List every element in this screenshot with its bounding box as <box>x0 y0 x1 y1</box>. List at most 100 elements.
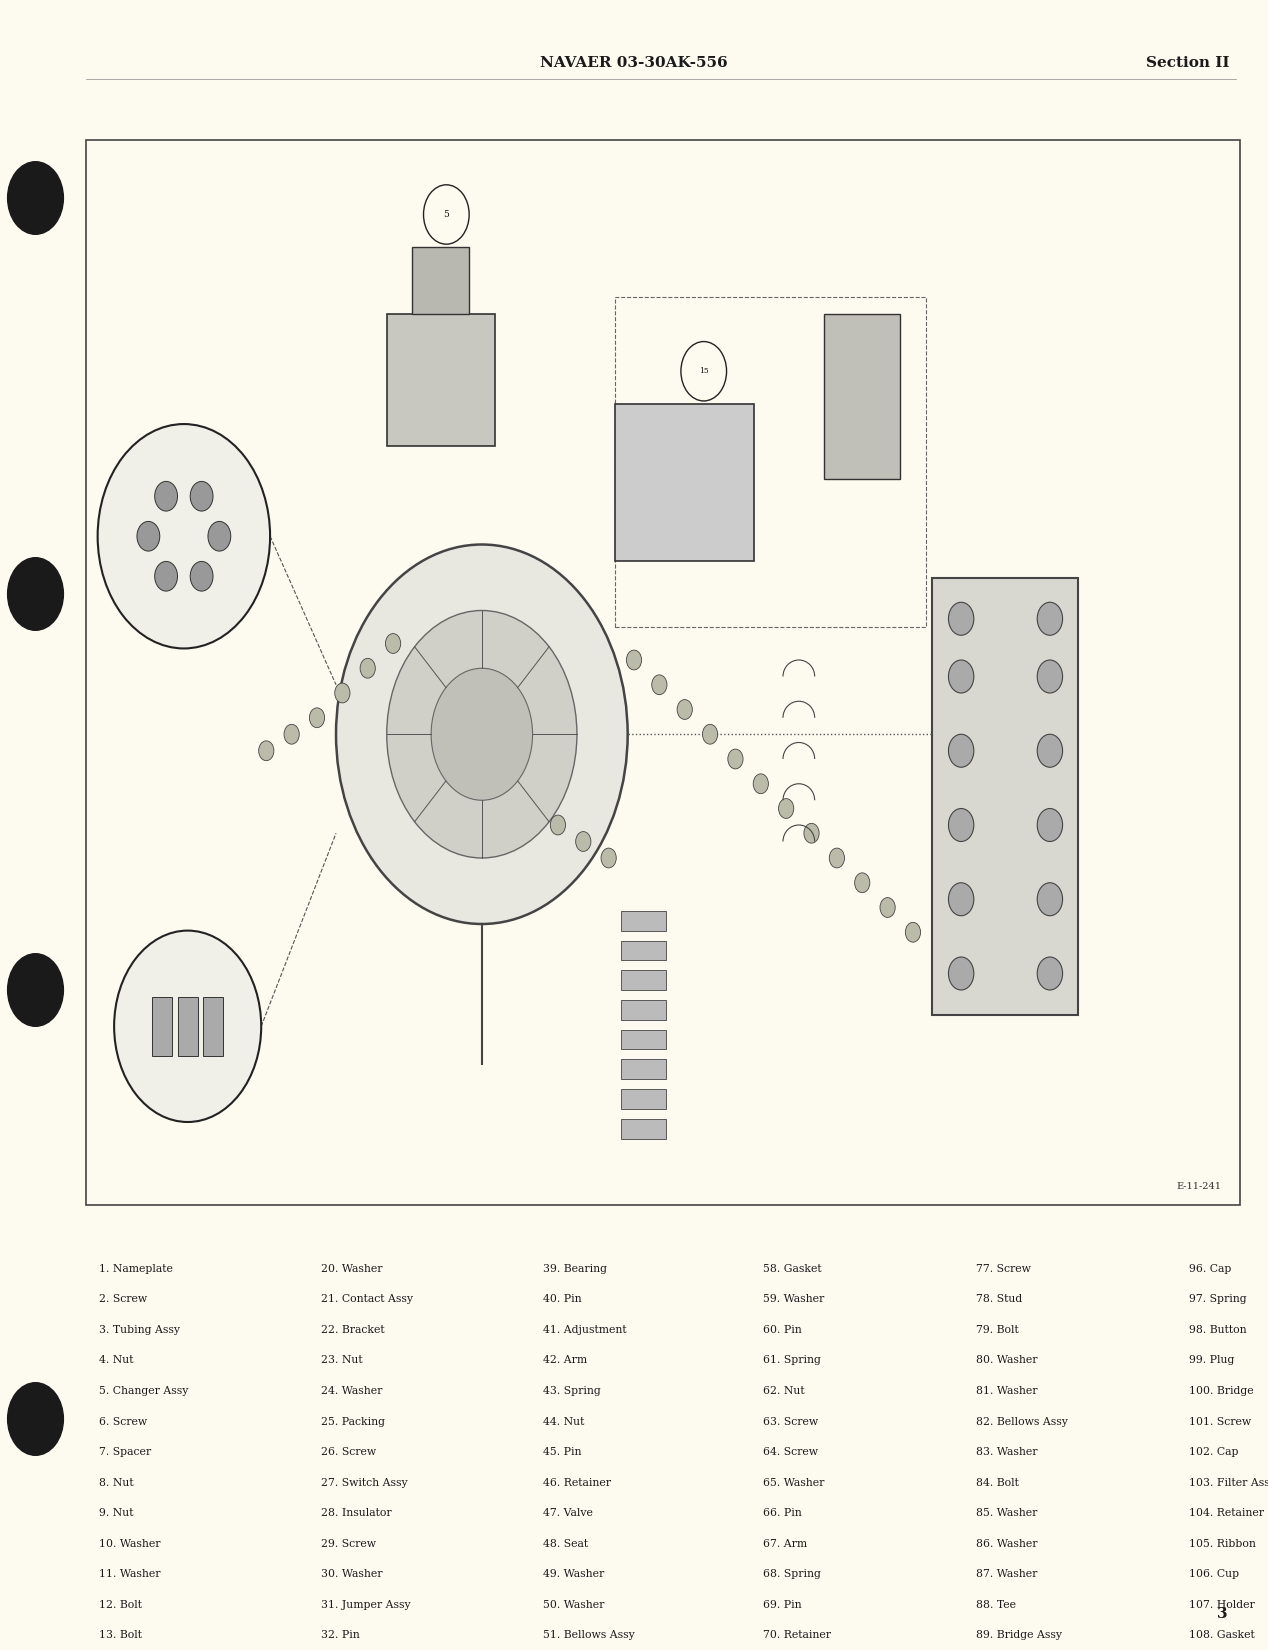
Circle shape <box>336 544 628 924</box>
Circle shape <box>8 1383 63 1455</box>
Text: 46. Retainer: 46. Retainer <box>543 1478 611 1488</box>
Circle shape <box>948 957 974 990</box>
Circle shape <box>335 683 350 703</box>
Circle shape <box>385 634 401 653</box>
Text: 12. Bolt: 12. Bolt <box>99 1600 142 1610</box>
Text: 101. Screw: 101. Screw <box>1189 1416 1252 1427</box>
Circle shape <box>576 832 591 851</box>
Circle shape <box>155 482 178 512</box>
Circle shape <box>424 185 469 244</box>
Text: 42. Arm: 42. Arm <box>543 1356 587 1366</box>
Text: 21. Contact Assy: 21. Contact Assy <box>321 1294 413 1305</box>
Bar <box>824 314 900 478</box>
Text: 4. Nut: 4. Nut <box>99 1356 133 1366</box>
Bar <box>387 314 495 446</box>
Text: 40. Pin: 40. Pin <box>543 1294 581 1305</box>
Text: 48. Seat: 48. Seat <box>543 1538 588 1549</box>
Circle shape <box>779 799 794 818</box>
Text: 25. Packing: 25. Packing <box>321 1416 384 1427</box>
Circle shape <box>550 815 566 835</box>
Circle shape <box>259 741 274 761</box>
Text: 22. Bracket: 22. Bracket <box>321 1325 384 1335</box>
Circle shape <box>855 873 870 893</box>
Text: 70. Retainer: 70. Retainer <box>763 1630 832 1640</box>
Text: 96. Cap: 96. Cap <box>1189 1264 1231 1274</box>
Bar <box>621 940 666 960</box>
Bar <box>932 578 1078 1015</box>
Text: 41. Adjustment: 41. Adjustment <box>543 1325 626 1335</box>
Text: 61. Spring: 61. Spring <box>763 1356 822 1366</box>
Text: 62. Nut: 62. Nut <box>763 1386 805 1396</box>
Text: E-11-241: E-11-241 <box>1177 1183 1221 1191</box>
Bar <box>621 1089 666 1109</box>
Circle shape <box>753 774 768 794</box>
Text: 39. Bearing: 39. Bearing <box>543 1264 606 1274</box>
Circle shape <box>114 931 261 1122</box>
Circle shape <box>626 650 642 670</box>
Text: 51. Bellows Assy: 51. Bellows Assy <box>543 1630 634 1640</box>
Text: 86. Washer: 86. Washer <box>976 1538 1038 1549</box>
Bar <box>178 997 198 1056</box>
Bar <box>621 1119 666 1138</box>
Text: 9. Nut: 9. Nut <box>99 1508 133 1518</box>
Circle shape <box>137 521 160 551</box>
Text: 5: 5 <box>444 210 449 219</box>
Circle shape <box>208 521 231 551</box>
Circle shape <box>431 668 533 800</box>
Text: 49. Washer: 49. Washer <box>543 1569 604 1579</box>
Bar <box>621 1000 666 1020</box>
Text: 87. Washer: 87. Washer <box>976 1569 1037 1579</box>
Circle shape <box>804 823 819 843</box>
Text: 79. Bolt: 79. Bolt <box>976 1325 1019 1335</box>
Text: 102. Cap: 102. Cap <box>1189 1447 1239 1457</box>
Circle shape <box>829 848 844 868</box>
Circle shape <box>681 342 727 401</box>
Circle shape <box>360 658 375 678</box>
Text: 27. Switch Assy: 27. Switch Assy <box>321 1478 407 1488</box>
Text: 26. Screw: 26. Screw <box>321 1447 375 1457</box>
Text: 69. Pin: 69. Pin <box>763 1600 801 1610</box>
Text: 85. Washer: 85. Washer <box>976 1508 1037 1518</box>
Text: 6. Screw: 6. Screw <box>99 1416 147 1427</box>
Text: 63. Screw: 63. Screw <box>763 1416 818 1427</box>
Text: 100. Bridge: 100. Bridge <box>1189 1386 1254 1396</box>
Text: 2. Screw: 2. Screw <box>99 1294 147 1305</box>
Circle shape <box>190 482 213 512</box>
Circle shape <box>309 708 325 728</box>
Text: 5. Changer Assy: 5. Changer Assy <box>99 1386 188 1396</box>
Circle shape <box>8 558 63 630</box>
Text: 32. Pin: 32. Pin <box>321 1630 360 1640</box>
Circle shape <box>284 724 299 744</box>
Text: 89. Bridge Assy: 89. Bridge Assy <box>976 1630 1063 1640</box>
Text: 24. Washer: 24. Washer <box>321 1386 382 1396</box>
Circle shape <box>387 610 577 858</box>
Text: 84. Bolt: 84. Bolt <box>976 1478 1019 1488</box>
Text: 47. Valve: 47. Valve <box>543 1508 592 1518</box>
Circle shape <box>1037 602 1063 635</box>
Text: 103. Filter Assy: 103. Filter Assy <box>1189 1478 1268 1488</box>
Text: 7. Spacer: 7. Spacer <box>99 1447 151 1457</box>
Circle shape <box>1037 808 1063 842</box>
Text: 107. Holder: 107. Holder <box>1189 1600 1255 1610</box>
Text: 45. Pin: 45. Pin <box>543 1447 581 1457</box>
Text: 50. Washer: 50. Washer <box>543 1600 604 1610</box>
Circle shape <box>1037 660 1063 693</box>
Text: 58. Gasket: 58. Gasket <box>763 1264 822 1274</box>
Bar <box>621 1059 666 1079</box>
Text: 82. Bellows Assy: 82. Bellows Assy <box>976 1416 1068 1427</box>
Text: 106. Cup: 106. Cup <box>1189 1569 1240 1579</box>
Text: 28. Insulator: 28. Insulator <box>321 1508 392 1518</box>
Text: 30. Washer: 30. Washer <box>321 1569 383 1579</box>
Text: 104. Retainer: 104. Retainer <box>1189 1508 1264 1518</box>
Bar <box>152 997 172 1056</box>
Text: 108. Gasket: 108. Gasket <box>1189 1630 1255 1640</box>
Text: 13. Bolt: 13. Bolt <box>99 1630 142 1640</box>
Bar <box>615 404 754 561</box>
Text: 98. Button: 98. Button <box>1189 1325 1246 1335</box>
Circle shape <box>677 700 692 719</box>
Text: 83. Washer: 83. Washer <box>976 1447 1038 1457</box>
Text: 80. Washer: 80. Washer <box>976 1356 1038 1366</box>
Circle shape <box>601 848 616 868</box>
Circle shape <box>905 922 921 942</box>
Circle shape <box>1037 957 1063 990</box>
